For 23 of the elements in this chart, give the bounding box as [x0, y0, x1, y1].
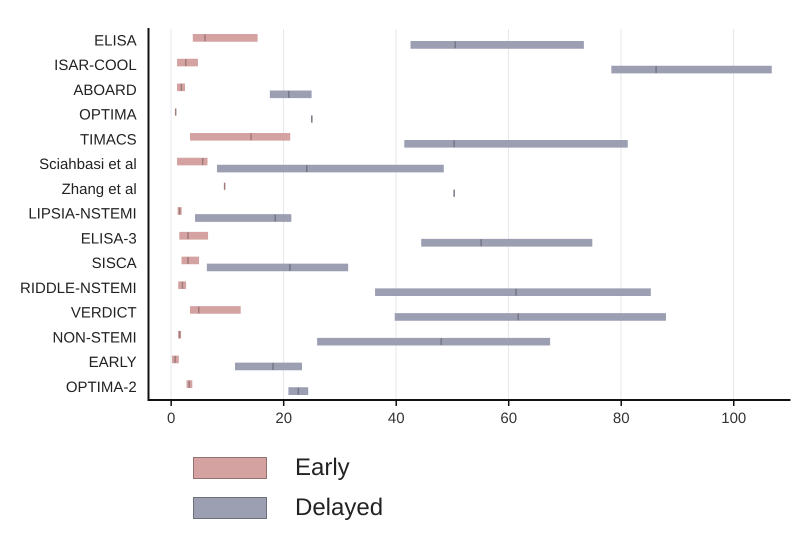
y-tick-label: ELISA-3	[80, 230, 137, 248]
x-tick-label: 60	[500, 410, 518, 428]
y-tick-label: RIDDLE-NSTEMI	[20, 280, 137, 297]
legend-label: Early	[295, 454, 350, 482]
y-tick-label: NON-STEMI	[52, 329, 137, 346]
y-tick-label: Zhang et al	[62, 180, 137, 198]
x-tick-label: 100	[721, 410, 746, 428]
y-tick-label: VERDICT	[70, 304, 137, 322]
y-tick-label: EARLY	[88, 354, 137, 372]
y-tick-label: TIMACS	[80, 131, 137, 148]
y-tick-label: ABOARD	[73, 82, 137, 99]
y-tick-label: LIPSIA-NSTEMI	[28, 206, 137, 223]
y-tick-label: SISCA	[92, 255, 137, 272]
y-tick-label: OPTIMA-2	[66, 378, 137, 396]
legend-label: Delayed	[295, 494, 384, 522]
x-tick-label: 20	[275, 410, 292, 428]
y-tick-label: OPTIMA	[79, 106, 137, 124]
x-tick-label: 40	[388, 410, 405, 428]
y-tick-label: Sciahbasi et al	[39, 156, 137, 174]
y-tick-label: ELISA	[94, 32, 137, 50]
x-tick-label: 0	[167, 410, 176, 428]
x-tick-label: 80	[612, 410, 630, 428]
y-tick-label: ISAR-COOL	[54, 57, 137, 74]
